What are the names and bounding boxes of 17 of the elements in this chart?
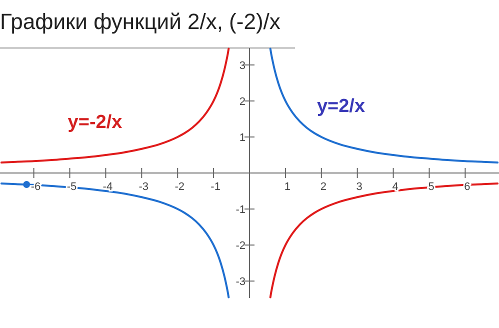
x-tick-label: 3: [356, 181, 362, 193]
x-tick-label: 4: [392, 181, 398, 193]
annotation: y=-2/x: [68, 112, 123, 133]
x-tick-label: -3: [138, 181, 149, 193]
x-tick-label: 1: [284, 181, 291, 193]
x-tick-label: -2: [174, 181, 184, 193]
y-tick-label: 2: [239, 96, 246, 108]
y-tick-label: -2: [236, 240, 246, 252]
x-tick-label: -1: [210, 181, 220, 193]
chart-title: Графики функций 2/x, (-2)/x: [0, 9, 280, 34]
annotation: y=2/x: [316, 96, 366, 117]
x-tick-label: 2: [320, 181, 326, 193]
x-tick-label: -4: [102, 181, 113, 193]
y-tick-label: 1: [239, 132, 246, 144]
y-tick-label: 3: [239, 60, 246, 72]
y-tick-label: -1: [236, 204, 246, 216]
y-tick-label: -3: [236, 276, 246, 288]
